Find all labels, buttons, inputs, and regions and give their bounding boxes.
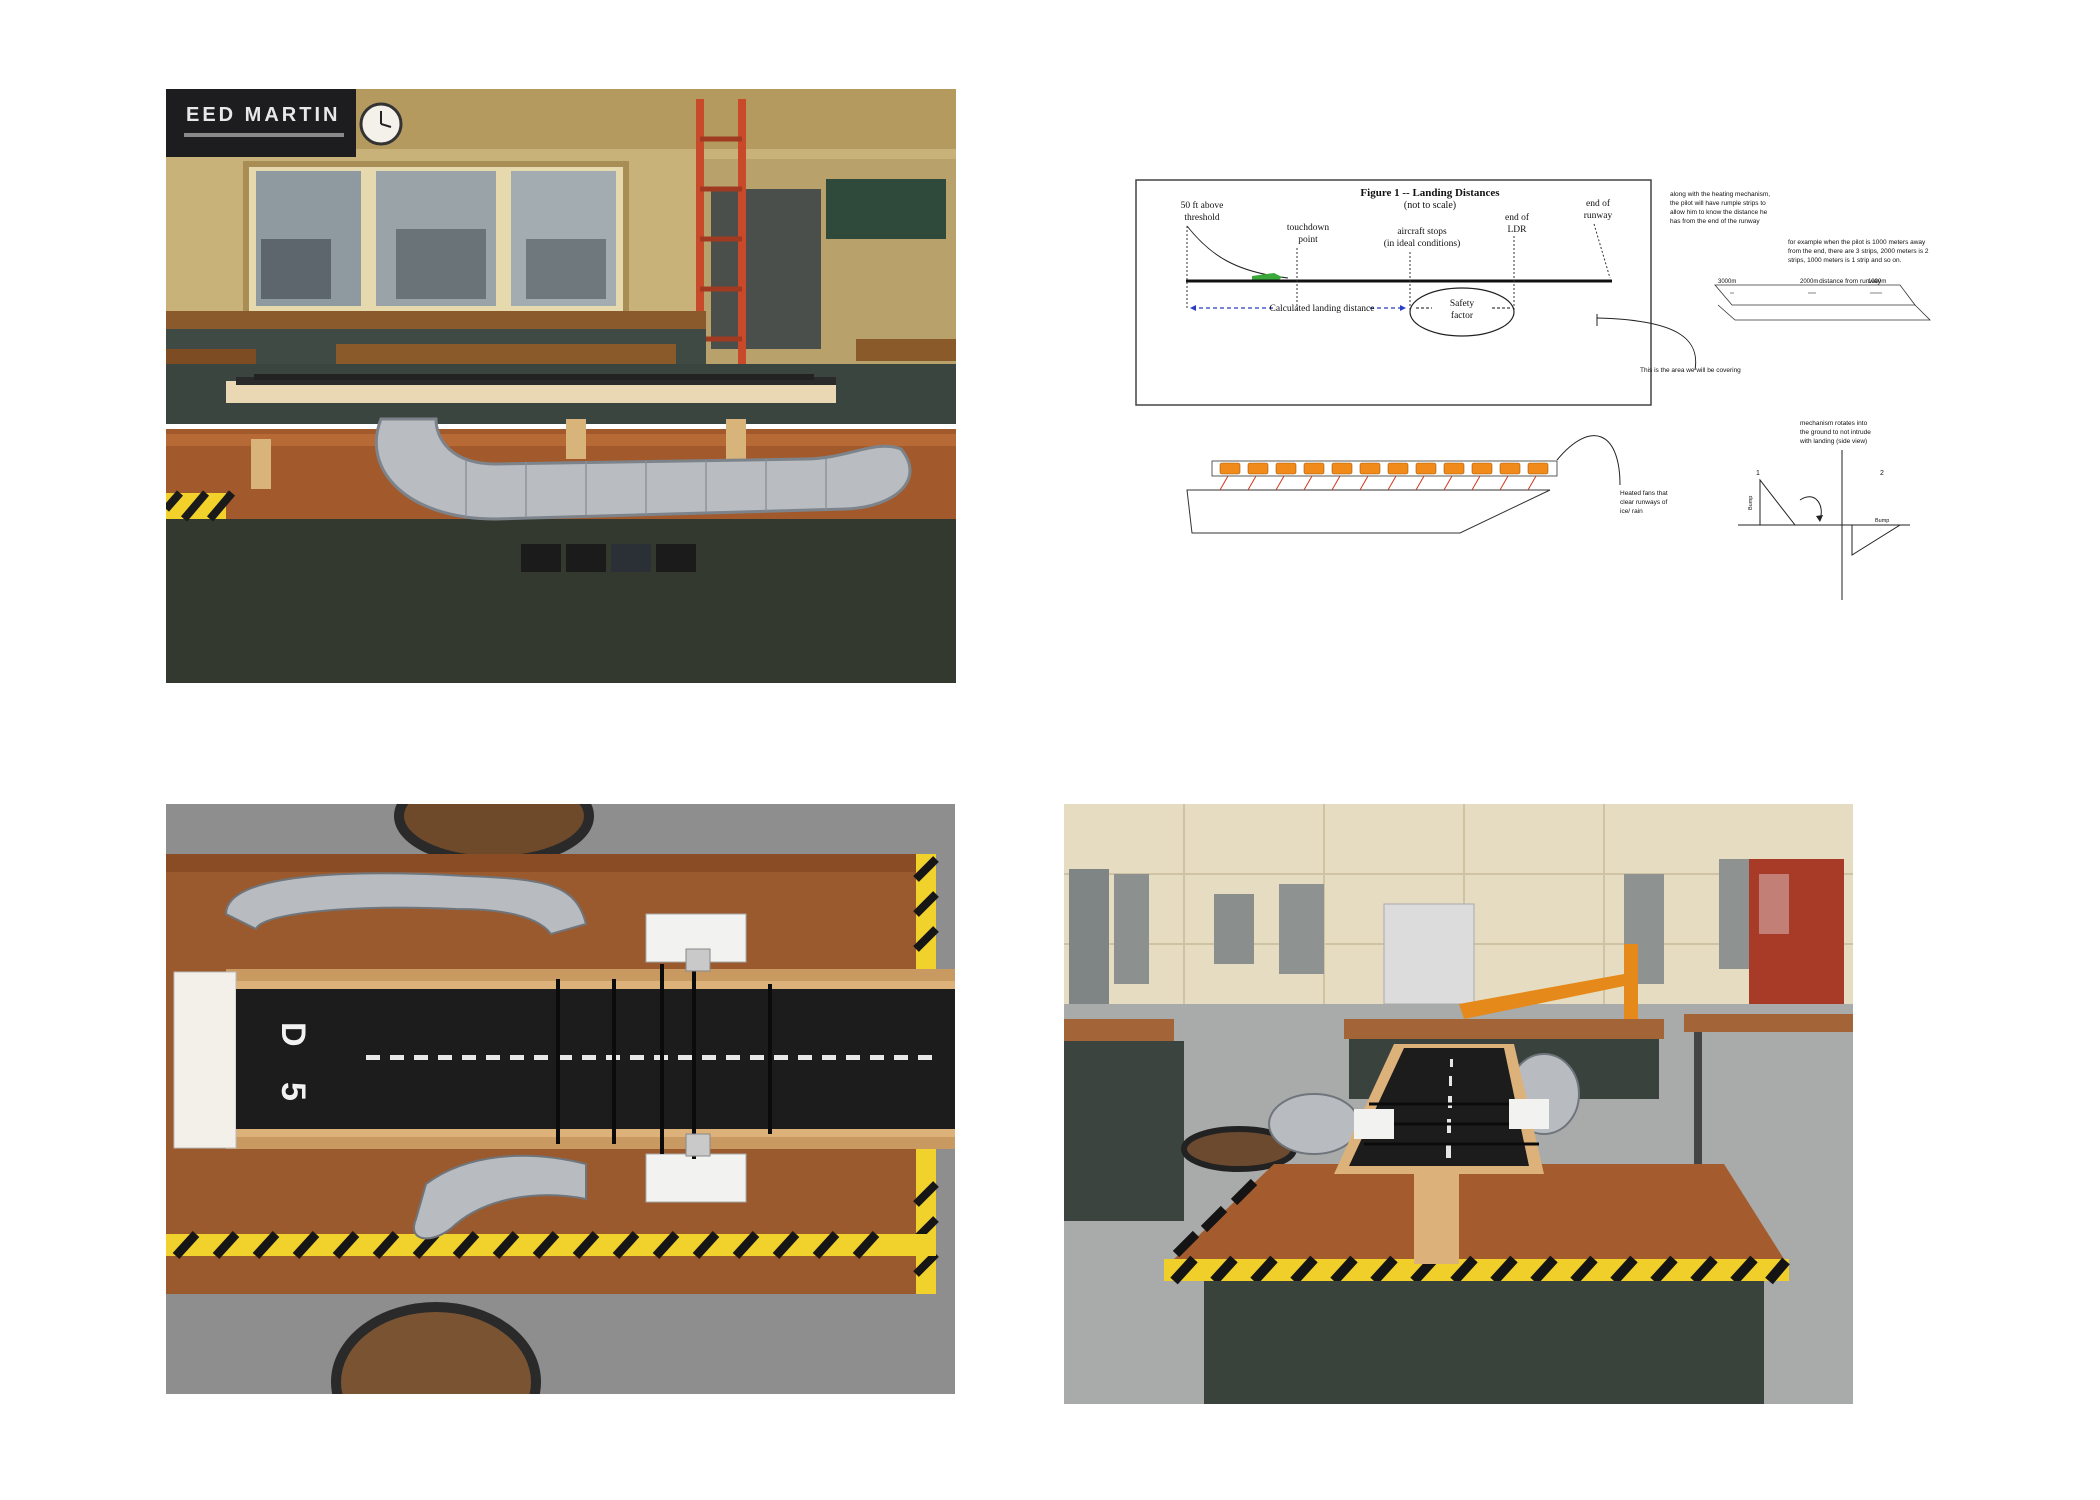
note-mech-1: mechanism rotates into <box>1800 420 1868 427</box>
note-heating-1: along with the heating mechanism, <box>1670 191 1770 198</box>
wall-sign <box>166 89 356 157</box>
dist-2000: 2000m <box>1800 279 1818 285</box>
covering-note: This is the area we will be covering <box>1640 367 1741 374</box>
label-aircraft-stops-2: (in ideal conditions) <box>1384 238 1461 249</box>
figure-subtitle: (not to scale) <box>1404 200 1456 211</box>
label-runway-end-2: runway <box>1584 211 1613 221</box>
note-mech-2: the ground to not intrude <box>1800 429 1871 436</box>
label-threshold-2: threshold <box>1184 213 1220 223</box>
left-duct <box>1268 1093 1360 1155</box>
label-touchdown-1: touchdown <box>1287 223 1329 233</box>
stool-top <box>331 1302 541 1394</box>
hazard-stripe-bottom <box>166 1230 936 1260</box>
figure-title: Figure 1 -- Landing Distances <box>1360 187 1500 199</box>
dist-3000: 3000m <box>1718 279 1736 285</box>
design-sketch: Figure 1 -- Landing Distances (not to sc… <box>1100 160 1980 610</box>
runway-number-1: D <box>274 1022 312 1047</box>
hazard-stripes <box>166 490 236 522</box>
label-ldr-1: end of <box>1505 212 1530 223</box>
note-fans-3: ice/ rain <box>1620 508 1643 515</box>
note-fans-1: Heated fans that <box>1620 490 1668 497</box>
note-heating-4: has from the end of the runway <box>1670 218 1760 225</box>
bump-up-triangle <box>1759 478 1797 526</box>
photo-model-top-view: D 5 <box>166 804 955 1394</box>
bump-down-triangle <box>1851 524 1902 556</box>
heated-fans-row <box>1211 460 1558 491</box>
wall-sign-text: EED MARTIN <box>186 104 340 126</box>
bump-label-2: Bump <box>1875 518 1889 524</box>
label-threshold-1: 50 ft above <box>1181 200 1224 211</box>
upper-duct <box>224 872 588 936</box>
note-example-3: strips, 1000 meters is 1 strip and so on… <box>1788 257 1902 264</box>
front-bench-top <box>1174 1164 1784 1259</box>
mech-step-1: 1 <box>1756 470 1760 477</box>
label-safety-2: factor <box>1451 310 1474 321</box>
note-heating-3: allow him to know the distance he <box>1670 209 1768 216</box>
label-calculated-distance: Calculated landing distance <box>1270 304 1375 314</box>
note-mech-3: with landing (side view) <box>1799 438 1867 445</box>
label-aircraft-stops-1: aircraft stops <box>1397 226 1447 237</box>
photo-workshop-model-end-view <box>1064 804 1853 1404</box>
runway-board <box>226 381 836 403</box>
label-safety-1: Safety <box>1450 298 1475 309</box>
lower-fan-housing <box>645 1153 747 1203</box>
lower-duct <box>413 1154 587 1240</box>
red-door <box>1749 859 1844 1029</box>
distance-title: distance from runway <box>1819 278 1882 285</box>
flexible-duct <box>374 417 912 521</box>
fan-runway-outline <box>1186 489 1551 534</box>
mech-step-2: 2 <box>1880 470 1884 477</box>
runway-number-2: 5 <box>274 1082 312 1101</box>
bump-label-1: Bump <box>1748 496 1754 510</box>
label-runway-end-1: end of <box>1586 198 1611 209</box>
photo-workshop-model-side-view: EED MARTIN <box>166 89 956 683</box>
note-example-2: from the end, there are 3 strips, 2000 m… <box>1788 248 1929 255</box>
note-example-1: for example when the pilot is 1000 meter… <box>1788 239 1926 246</box>
note-heating-2: the pilot will have rumple strips to <box>1670 200 1766 207</box>
dist-1000: 1000m <box>1868 279 1886 285</box>
label-ldr-2: LDR <box>1508 225 1528 235</box>
label-touchdown-2: point <box>1298 235 1318 245</box>
safety-factor-ellipse <box>1409 287 1515 337</box>
note-fans-2: clear runways of <box>1620 499 1668 506</box>
figure-1-box <box>1135 179 1652 406</box>
rumble-strip-diagram <box>1714 284 1916 306</box>
